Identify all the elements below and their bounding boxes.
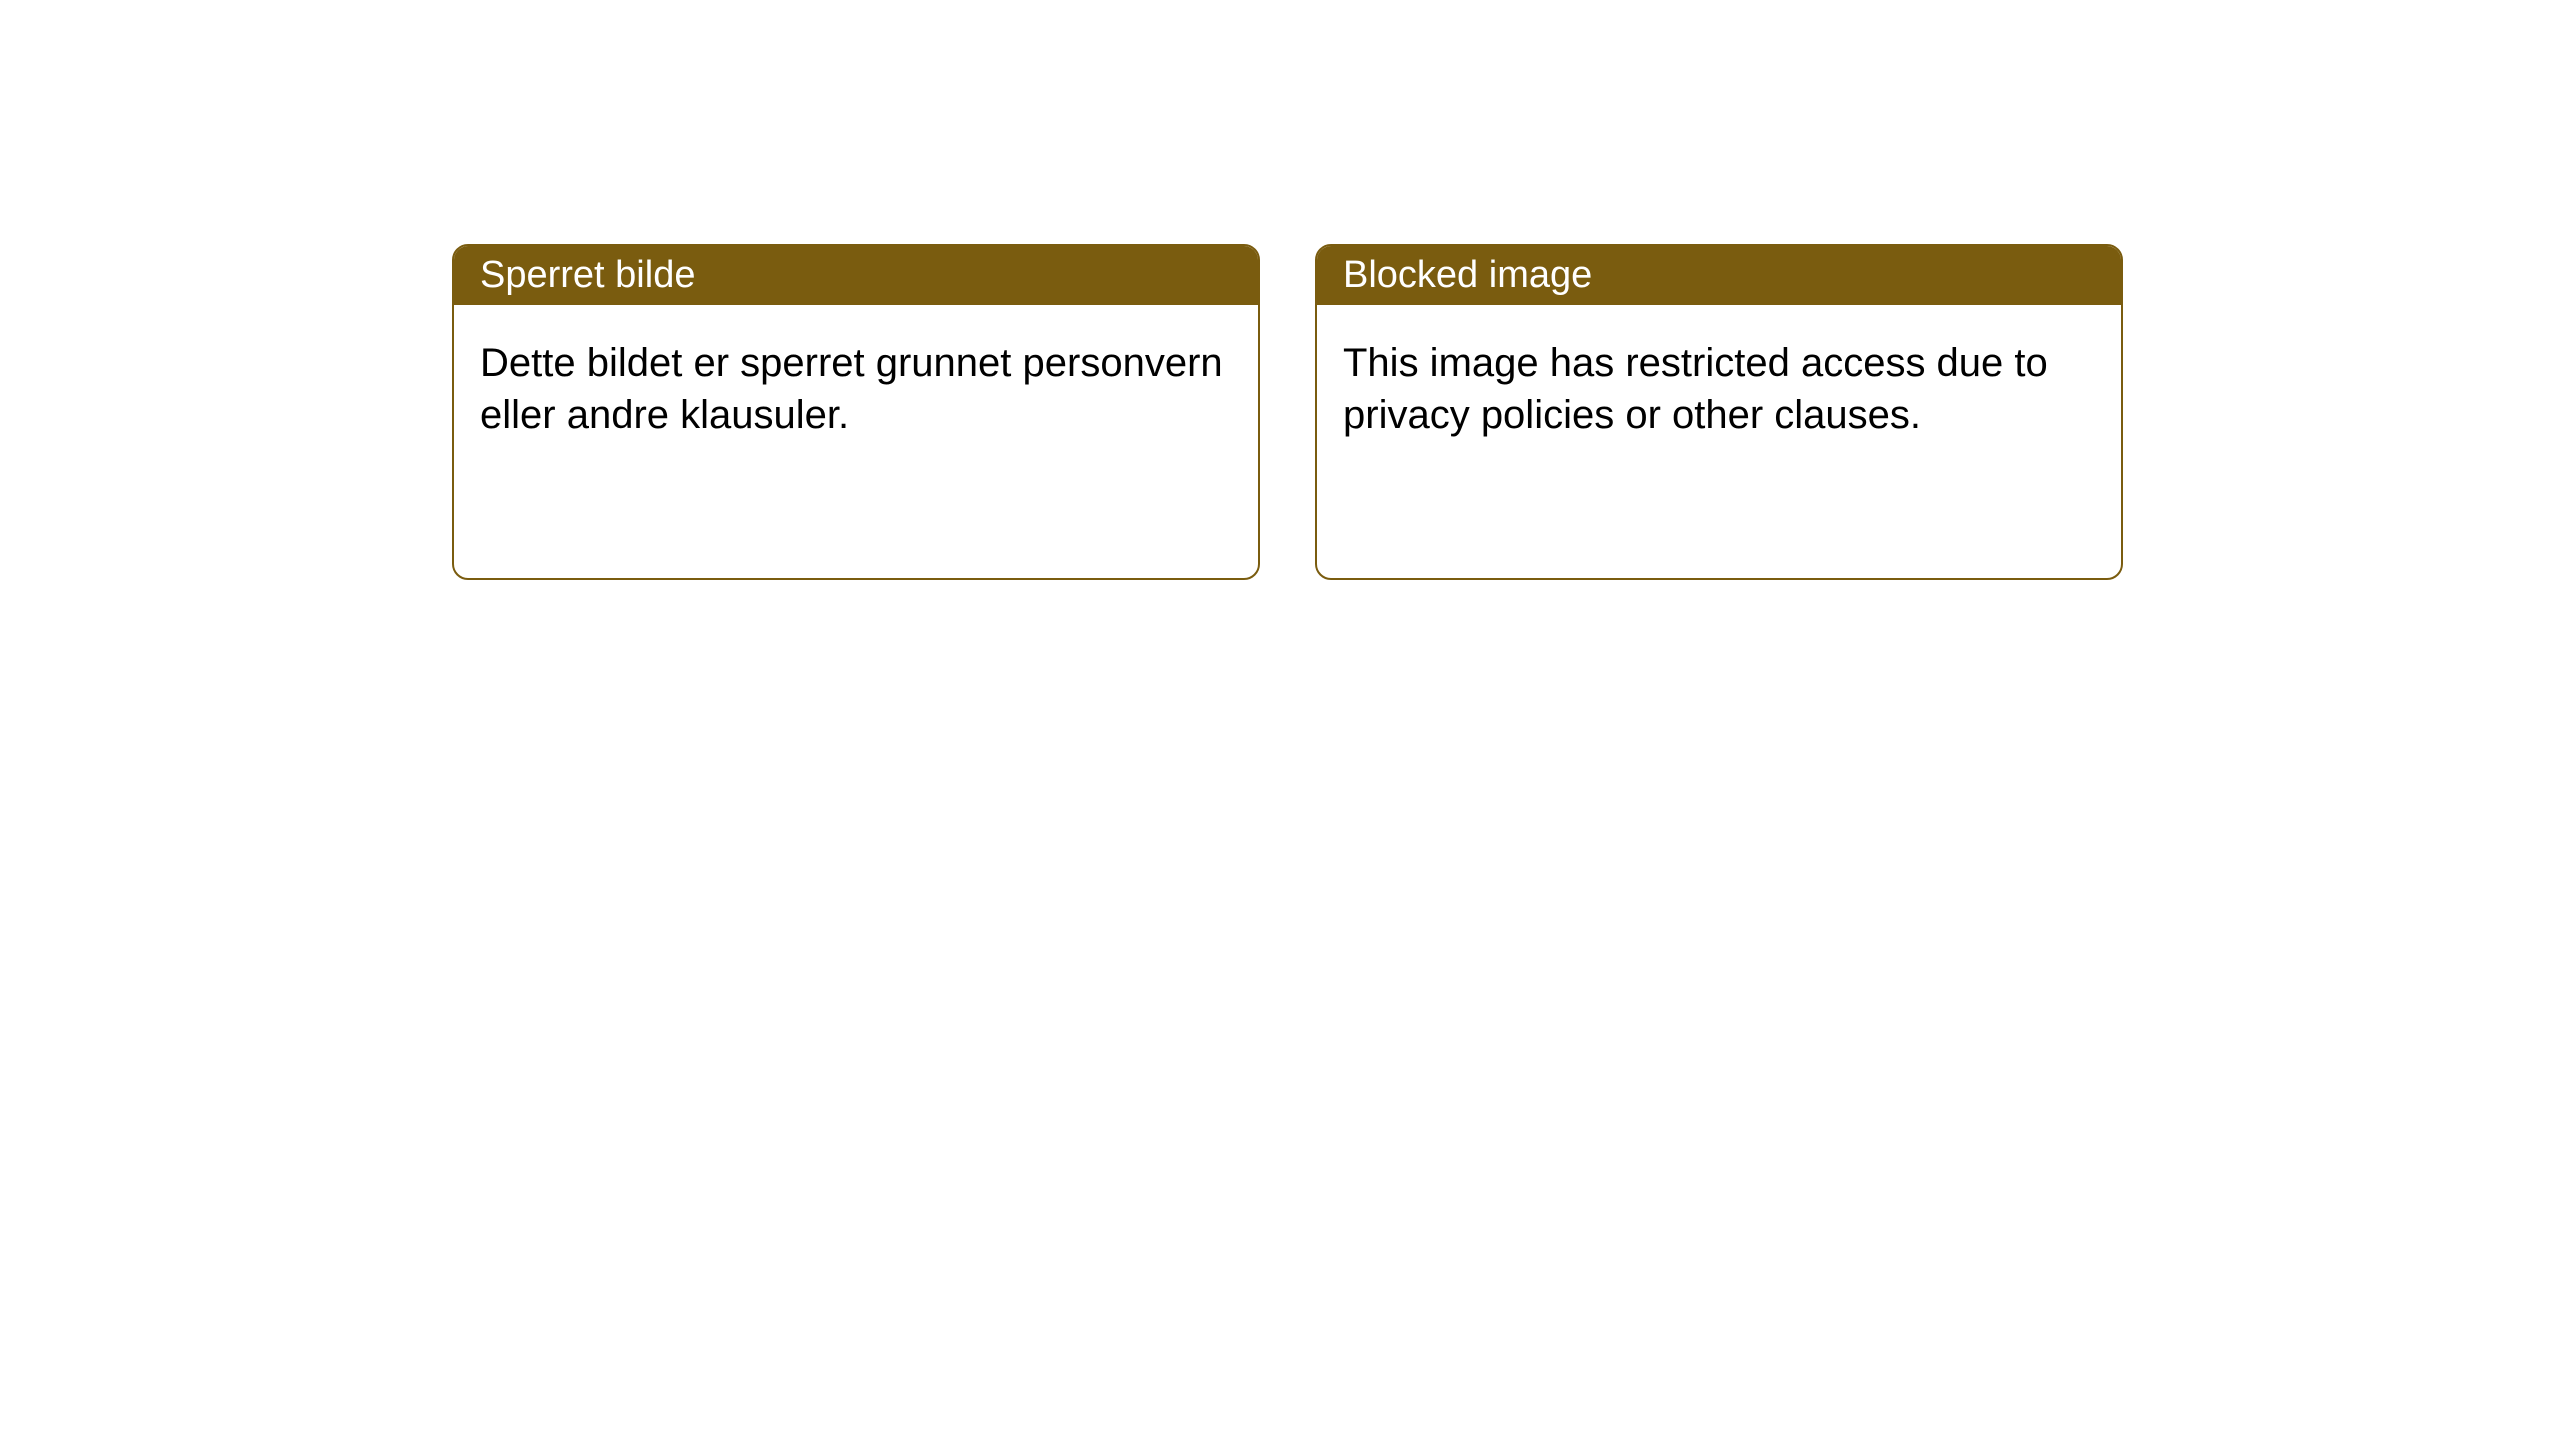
card-title: Sperret bilde [480, 254, 695, 296]
card-header: Sperret bilde [454, 246, 1258, 305]
notice-card-english: Blocked image This image has restricted … [1315, 244, 2123, 580]
card-body-text: This image has restricted access due to … [1343, 341, 2048, 437]
notice-card-norwegian: Sperret bilde Dette bildet er sperret gr… [452, 244, 1260, 580]
card-body: This image has restricted access due to … [1317, 305, 2121, 473]
card-title: Blocked image [1343, 254, 1592, 296]
notice-cards-container: Sperret bilde Dette bildet er sperret gr… [452, 244, 2560, 580]
card-header: Blocked image [1317, 246, 2121, 305]
card-body-text: Dette bildet er sperret grunnet personve… [480, 341, 1223, 437]
card-body: Dette bildet er sperret grunnet personve… [454, 305, 1258, 473]
